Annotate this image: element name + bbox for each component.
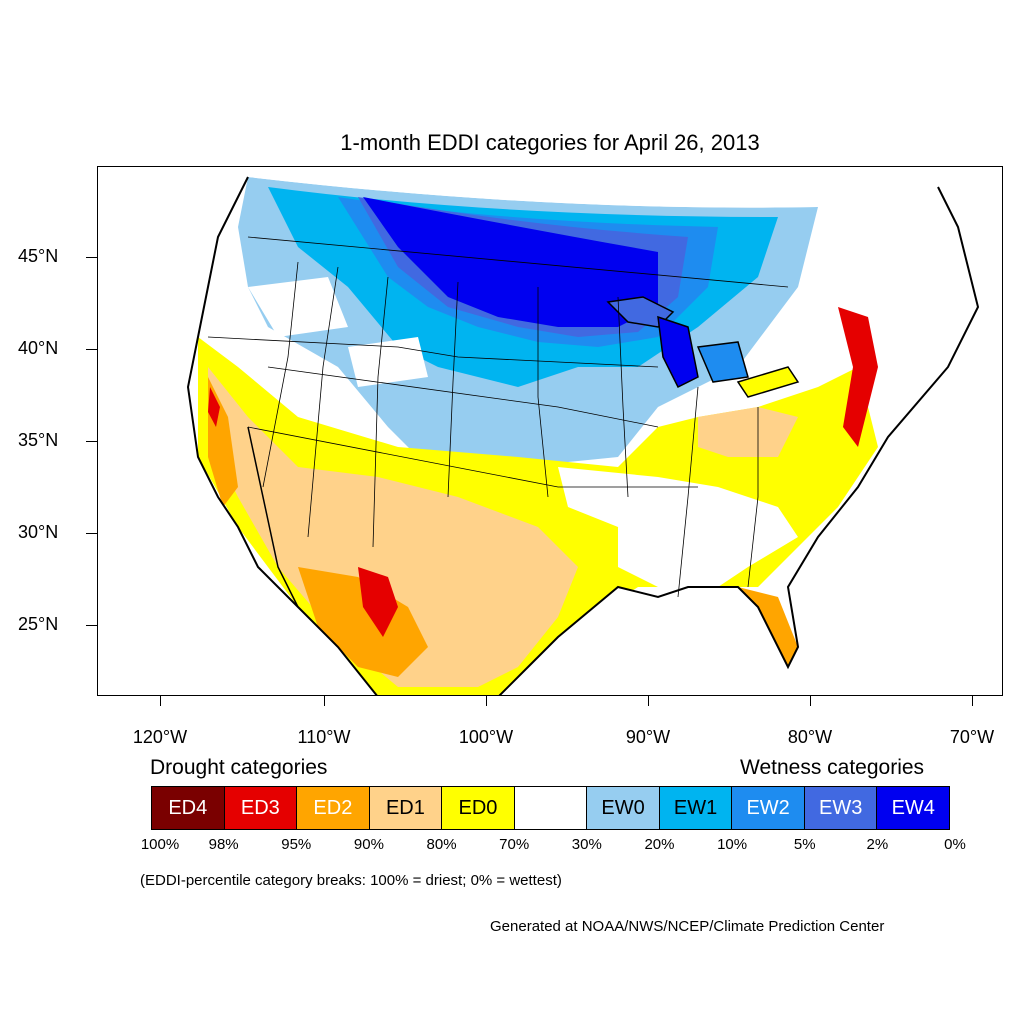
legend-cell: ED1 — [369, 787, 443, 829]
legend-cell: ED2 — [297, 787, 370, 829]
legend-cell: ED0 — [442, 787, 515, 829]
percent-break-label: 30% — [571, 836, 602, 853]
lat-tick — [86, 257, 97, 258]
lon-label-90: 90°W — [625, 727, 671, 747]
percent-break-label: 0% — [944, 836, 966, 853]
percent-break-label: 95% — [281, 836, 312, 853]
legend-cell: EW3 — [804, 787, 878, 829]
lon-tick — [648, 696, 649, 706]
percent-break-label: 10% — [717, 836, 748, 853]
lat-tick — [86, 533, 97, 534]
drought-heading: Drought categories — [150, 756, 328, 779]
percent-break-label: 20% — [644, 836, 675, 853]
map-canvas — [186, 176, 980, 695]
percent-break-label: 5% — [793, 836, 816, 853]
legend-cell: EW4 — [877, 787, 950, 829]
lat-tick — [86, 349, 97, 350]
eddi-map — [97, 166, 1003, 696]
lat-label-45: 45°N — [18, 246, 59, 266]
legend-cell: ED4 — [152, 787, 225, 829]
percent-break-label: 100% — [140, 836, 180, 853]
legend-cell: EW1 — [659, 787, 733, 829]
percent-break-label: 90% — [353, 836, 384, 853]
lat-label-25: 25°N — [18, 614, 59, 634]
credit-line: Generated at NOAA/NWS/NCEP/Climate Predi… — [490, 918, 885, 935]
percent-break-label: 70% — [499, 836, 530, 853]
legend-cell — [514, 787, 588, 829]
map-title: 1-month EDDI categories for April 26, 20… — [340, 130, 760, 155]
lat-label-40: 40°N — [18, 338, 59, 358]
category-note: (EDDI-percentile category breaks: 100% =… — [140, 872, 562, 889]
percent-break-label: 98% — [208, 836, 239, 853]
lon-tick — [160, 696, 161, 706]
lon-label-120: 120°W — [132, 727, 188, 747]
legend-cell: EW0 — [587, 787, 660, 829]
percent-break-label: 80% — [426, 836, 457, 853]
legend-colorbar: ED4 ED3 ED2 ED1 ED0 EW0 EW1 EW2 EW3 EW4 — [151, 786, 950, 830]
lat-tick — [86, 625, 97, 626]
lon-label-110: 110°W — [297, 727, 351, 747]
lon-tick — [810, 696, 811, 706]
lat-label-35: 35°N — [18, 430, 59, 450]
lat-tick — [86, 441, 97, 442]
lon-tick — [324, 696, 325, 706]
legend-cell: EW2 — [732, 787, 805, 829]
lon-tick — [486, 696, 487, 706]
lon-label-100: 100°W — [458, 727, 514, 747]
lat-label-30: 30°N — [18, 522, 59, 542]
percent-break-label: 2% — [866, 836, 889, 853]
legend-cell: ED3 — [224, 787, 298, 829]
wetness-heading: Wetness categories — [740, 756, 925, 779]
lon-label-70: 70°W — [949, 727, 995, 747]
lon-label-80: 80°W — [787, 727, 833, 747]
lon-tick — [972, 696, 973, 706]
